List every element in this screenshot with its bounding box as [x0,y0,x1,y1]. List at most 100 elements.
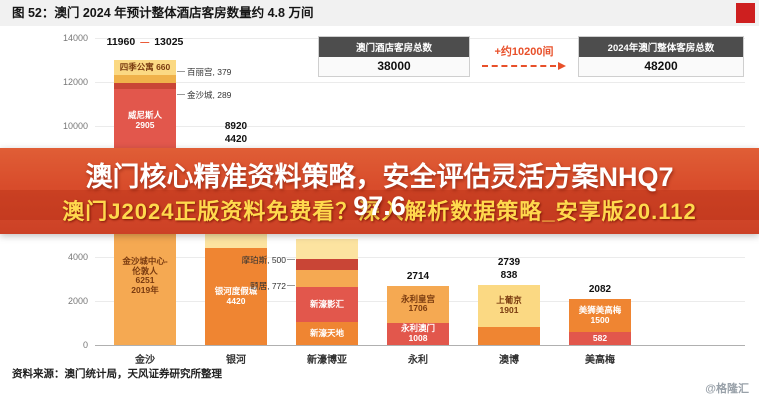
segment-label-line: 1706 [408,303,428,314]
segment-label-line: 四季公寓 660 [119,61,171,72]
y-tick-label: 10000 [62,120,88,131]
bar-top-label: 2714 [406,270,430,282]
summary-table: 澳门酒店客房总数 38000 +约10200间 2024年澳门整体客房总数 48… [318,36,744,77]
range-dash: — [140,37,150,47]
segment-label: 四季公寓 660 [114,60,176,75]
summary-delta-text: +约10200间 [494,45,554,58]
gridline [95,345,745,346]
overlay-banner-front-line2: 97.6 [353,191,406,221]
segment-label-line: 2019年 [131,284,159,295]
delta-arrow-icon [482,61,566,71]
bar-segment [114,89,176,153]
gridline [95,125,745,127]
data-source: 资料来源：澳门统计局，天风证券研究所整理 [12,368,222,380]
category-label: 美高梅 [585,355,615,366]
summary-current-value: 38000 [377,59,411,73]
bar-segment [296,322,358,345]
bar-segment [478,326,540,345]
summary-current-header: 澳门酒店客房总数 [319,37,469,57]
segment-label: 威尼斯人 2905 [114,89,176,153]
segment-label: 美狮美高梅 1500 [569,299,631,332]
bar-segment [296,287,358,323]
segment-callout: 百丽宫, 379 [187,66,232,77]
overlay-banner-front-line1: 澳门核心精准资料策略，安全评估灵活方案NHQ7 [85,162,674,192]
red-accent-block [736,3,755,23]
segment-callout: 摩珀斯, 500 [241,254,286,265]
segment-label-line: 伦敦人 [132,265,158,276]
segment-label: 新濠影汇 [296,287,358,322]
bar-segment [569,299,631,333]
segment-label-line: 上葡京 [496,295,522,306]
overlay-banner-inner-strip [0,190,759,220]
y-tick-label: 0 [82,340,88,350]
segment-label-line: 新濠天地 [309,327,344,338]
segment-label-line: 1500 [590,314,610,325]
category-label: 新濠博亚 [307,355,347,366]
bar-segment [296,270,358,288]
bar-top-label: 8920 [224,121,248,133]
segment-label-line: 美狮美高梅 [578,305,622,316]
bar-top-label-text: 13025 [154,36,184,48]
bar-top-label: 2082 [588,284,612,296]
bar-segment [387,285,449,323]
figure-title: 图 52：澳门 2024 年预计整体酒店客房数量约 4.8 万间 [12,6,314,20]
segment-label: 金沙城中心- 伦敦人 6251 2019年 [114,208,176,345]
bar-top-label: 4420 [224,134,248,146]
segment-label-line: 新濠影汇 [309,298,344,309]
summary-2024-total: 2024年澳门整体客房总数 48200 [578,36,744,77]
overlay-banner-back-text: 澳门J2024正版资料免费看？深入解析数据策略_安享版20.112 [62,199,697,224]
category-label: 银河 [226,355,246,366]
segment-callout: 金沙城, 289 [187,89,232,100]
y-tick-label: 12000 [62,76,88,87]
segment-label-line: 威尼斯人 [127,110,162,121]
summary-2024-value: 48200 [644,59,678,73]
category-label: 金沙 [135,355,155,366]
bar-segment [114,60,176,75]
bar-segment [387,322,449,345]
segment-label-line: 6251 [135,275,155,286]
bar-segment [478,284,540,327]
bar-top-label-text: 11960 [106,36,136,48]
segment-label: 新濠天地 [296,322,358,345]
y-tick-label: 14000 [62,33,88,43]
segment-label-line: 1008 [408,332,428,343]
summary-current-total: 澳门酒店客房总数 38000 [318,36,470,77]
arrow-head [558,61,566,70]
bar-top-label: 2739 [497,256,521,268]
y-tick-label: 2000 [67,296,88,307]
segment-label-line: 永利皇宫 [400,293,435,304]
segment-label-line: 永利澳门 [400,323,435,334]
overlay-banner [0,148,759,234]
figure-header: 图 52：澳门 2024 年预计整体酒店客房数量约 4.8 万间 [0,0,759,26]
arrow-line [482,64,556,67]
segment-label: 银河度假城 4420 [205,248,267,345]
bar-segment [569,332,631,345]
callout-leader-line [287,284,295,286]
callout-leader-line [287,258,295,260]
y-tick-label: 4000 [67,252,88,263]
gridline [95,81,745,83]
bar-top-label: 838 [500,269,518,281]
summary-delta: +约10200间 [478,36,570,77]
segment-label-line: 582 [592,332,608,343]
segment-label: 永利皇宫 1706 [387,286,449,323]
watermark: @格隆汇 [705,383,749,395]
segment-label-line: 1901 [499,304,519,315]
bar-segment [114,82,176,89]
category-label: 永利 [408,355,428,366]
segment-label-line: 2905 [135,119,155,130]
bar-segment [296,259,358,271]
segment-label-line: 金沙城中心- [122,256,168,267]
segment-label: 永利澳门 1008 [387,323,449,345]
gridline [95,257,745,259]
segment-callout: 颐居, 772 [250,280,286,291]
callout-leader-line [177,93,185,95]
segment-label-line: 银河度假城 [214,286,258,297]
bar-top-label: 11960 — 13025 [70,36,220,48]
category-label: 澳博 [499,355,519,366]
bar-segment [296,239,358,260]
segment-label: 上葡京 1901 [478,285,540,327]
callout-leader-line [177,70,185,72]
bar-segment [114,74,176,83]
